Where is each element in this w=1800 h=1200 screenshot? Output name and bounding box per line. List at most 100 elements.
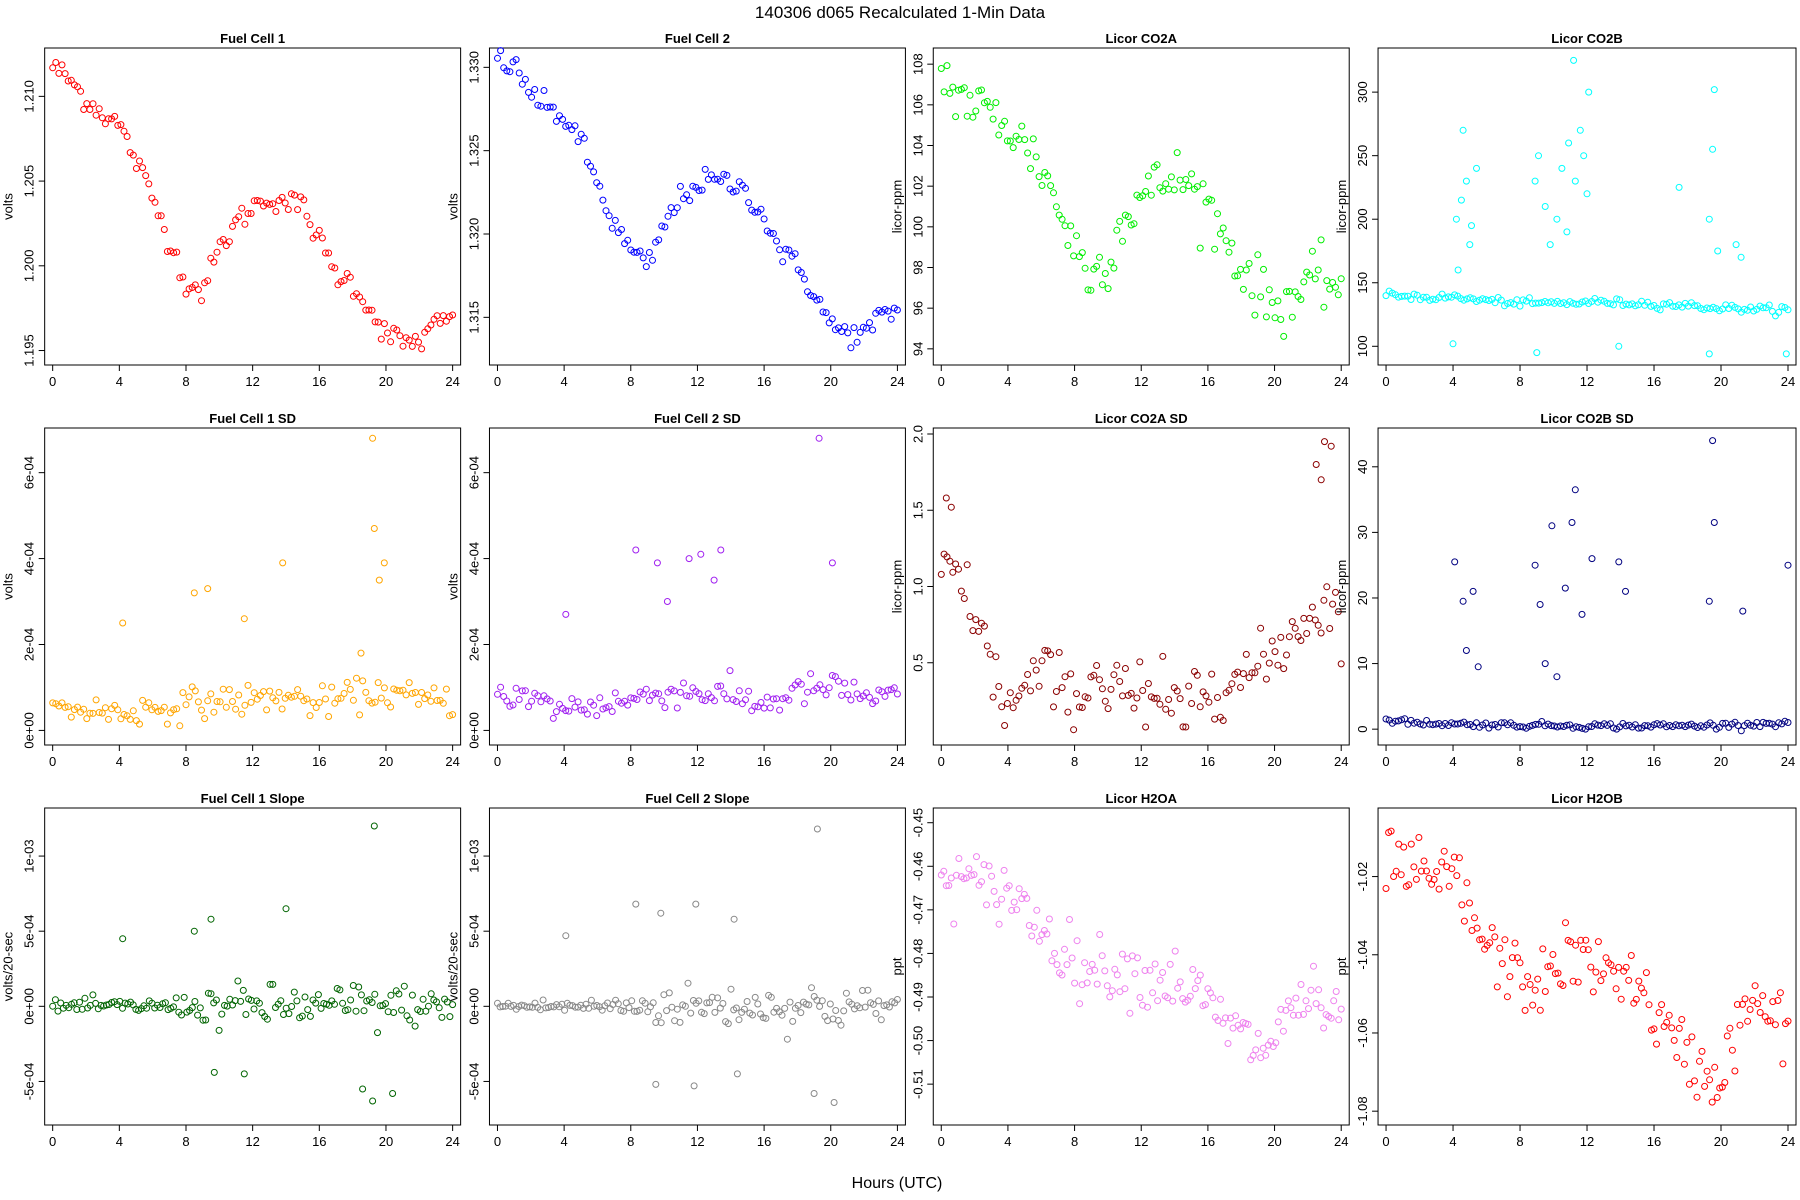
data-point [1726, 1024, 1734, 1032]
outlier-point [1714, 247, 1722, 255]
data-point [1023, 894, 1031, 902]
data-point [783, 1035, 791, 1043]
data-point [1337, 660, 1345, 668]
data-point [290, 988, 298, 996]
data-point [983, 642, 991, 650]
x-tick-label: 8 [627, 374, 634, 389]
data-point [1061, 673, 1069, 681]
outlier-point [210, 1068, 218, 1076]
outlier-point [685, 555, 693, 563]
data-point [1721, 1079, 1729, 1086]
data-point [1458, 901, 1466, 909]
data-point [284, 206, 292, 213]
x-tick-label: 24 [890, 754, 904, 769]
data-point [1231, 272, 1239, 280]
data-point [1144, 172, 1152, 180]
x-tick-label: 0 [938, 754, 945, 769]
data-point [1211, 715, 1219, 723]
x-tick-label: 16 [1201, 1134, 1215, 1149]
data-point [1239, 285, 1247, 293]
x-tick-label: 12 [245, 754, 259, 769]
data-point [218, 1010, 226, 1018]
data-point [356, 293, 364, 301]
data-point [624, 236, 632, 244]
data-point [347, 996, 355, 1004]
data-point [1029, 657, 1037, 665]
data-point [1454, 720, 1462, 728]
x-tick-label: 20 [379, 374, 393, 389]
data-point [732, 698, 740, 705]
plot-frame [488, 47, 906, 366]
data-point [179, 273, 187, 281]
data-point [1182, 723, 1190, 731]
data-point [711, 175, 718, 183]
data-point [1775, 308, 1783, 316]
data-point [1736, 1021, 1744, 1029]
data-point [368, 999, 376, 1006]
data-point [776, 706, 784, 714]
data-point [1096, 931, 1104, 938]
data-point [1081, 264, 1089, 272]
data-point [339, 999, 347, 1007]
data-point [717, 682, 725, 690]
data-point [742, 184, 749, 192]
data-point [636, 247, 644, 255]
data-point [1103, 982, 1111, 990]
outlier-point [1531, 561, 1539, 569]
panel-12: Licor H2OB ppt 0 4 8 12 16 20 24 -1.08 -1.06 -1.04 -… [1334, 791, 1797, 1149]
data-point [627, 694, 635, 702]
data-point [1093, 662, 1101, 669]
data-point [608, 224, 616, 232]
data-point [1159, 969, 1167, 976]
data-point [1201, 1001, 1209, 1009]
data-point [1073, 232, 1080, 240]
data-point [1574, 978, 1582, 986]
outlier-point [1459, 597, 1467, 605]
x-tick-label: 4 [561, 1134, 568, 1149]
data-point [686, 692, 694, 700]
data-point [1107, 685, 1115, 693]
data-point [77, 87, 85, 95]
data-point [64, 77, 72, 85]
data-point [986, 650, 994, 658]
data-point [1265, 659, 1273, 667]
data-point [1744, 1017, 1752, 1025]
outlier-point [389, 1090, 397, 1097]
data-point [1551, 970, 1559, 978]
data-point [636, 1006, 644, 1014]
data-point [1332, 588, 1339, 596]
data-point [785, 696, 793, 704]
data-point [1774, 997, 1782, 1004]
data-point [611, 689, 619, 697]
outlier-point [1705, 597, 1713, 605]
data-point [727, 985, 735, 993]
y-tick-label: 0 [1355, 726, 1370, 733]
y-tick-label: 300 [1355, 81, 1370, 103]
data-point [1603, 299, 1611, 307]
outlier-point [1615, 558, 1623, 566]
data-point [247, 996, 255, 1004]
data-point [864, 986, 872, 994]
data-point [80, 106, 88, 113]
outlier-point [1705, 350, 1713, 358]
data-point [1407, 296, 1415, 303]
data-point [1027, 687, 1034, 695]
outlier-point [119, 619, 127, 627]
y-tick-label: 0e+00 [22, 988, 37, 1025]
data-point [861, 1003, 869, 1011]
data-point [1173, 149, 1181, 157]
data-point [658, 697, 666, 705]
outlier-point [1709, 437, 1717, 445]
data-point [822, 691, 830, 699]
x-tick-label: 0 [494, 1134, 501, 1149]
data-point [877, 1016, 885, 1024]
data-point [1769, 998, 1777, 1006]
data-point [1121, 985, 1129, 993]
data-point [355, 983, 363, 991]
data-point [343, 678, 351, 686]
outlier-point [813, 825, 821, 833]
data-point [1610, 967, 1618, 975]
data-point [969, 113, 977, 121]
data-point [556, 700, 563, 708]
data-point [562, 122, 570, 130]
